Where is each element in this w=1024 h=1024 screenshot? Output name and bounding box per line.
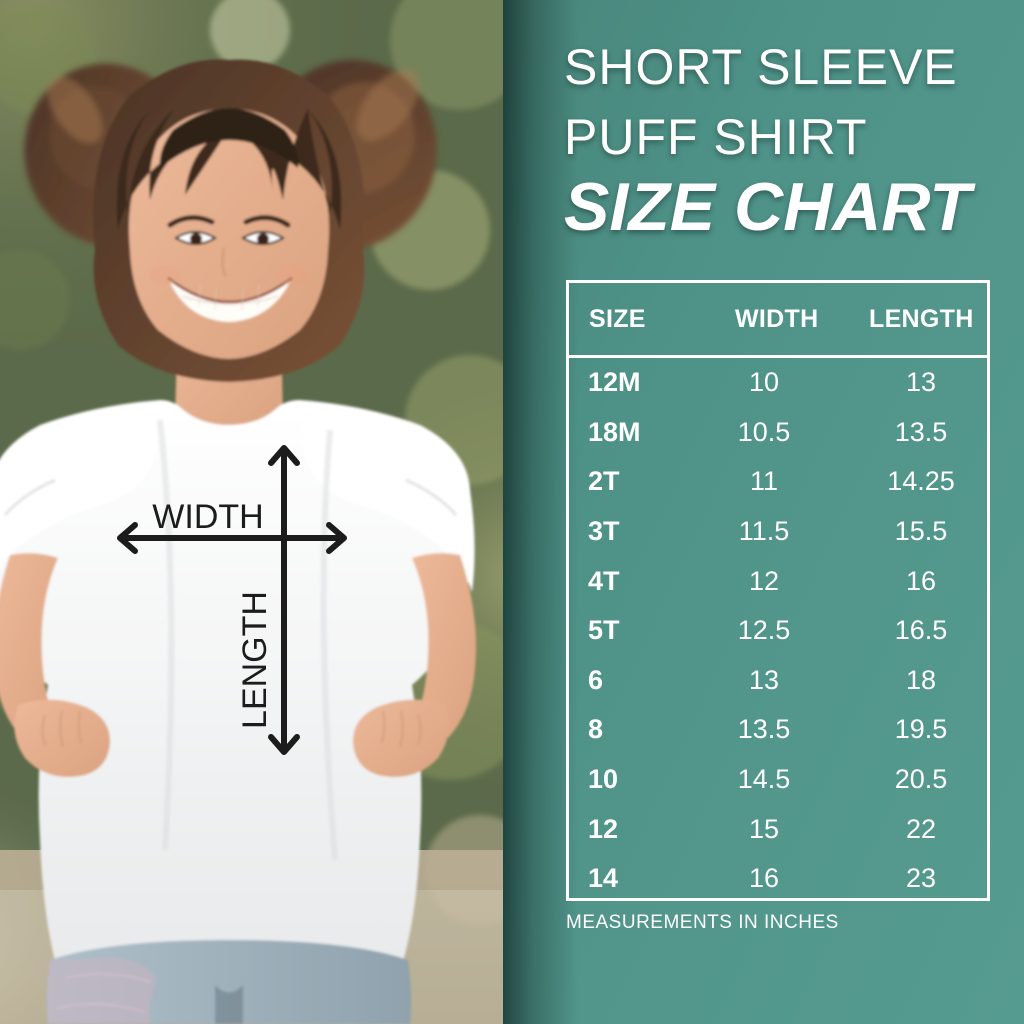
svg-text:WIDTH: WIDTH bbox=[152, 498, 263, 536]
svg-text:LENGTH: LENGTH bbox=[236, 591, 274, 729]
